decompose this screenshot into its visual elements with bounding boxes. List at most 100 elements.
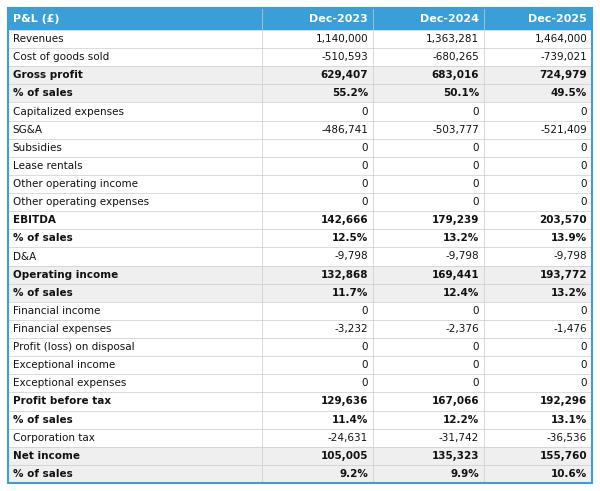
Text: SG&A: SG&A xyxy=(13,125,43,135)
Text: % of sales: % of sales xyxy=(13,88,73,98)
Text: P&L (£): P&L (£) xyxy=(13,14,59,24)
Text: 105,005: 105,005 xyxy=(320,451,368,461)
Bar xyxy=(8,30,592,48)
Text: 0: 0 xyxy=(473,379,479,388)
Bar xyxy=(8,48,592,66)
Text: 12.2%: 12.2% xyxy=(443,414,479,425)
Bar xyxy=(8,247,592,266)
Text: -1,476: -1,476 xyxy=(554,324,587,334)
Text: 203,570: 203,570 xyxy=(539,215,587,225)
Text: -510,593: -510,593 xyxy=(322,52,368,62)
Bar xyxy=(8,266,592,284)
Bar xyxy=(8,8,592,30)
Bar xyxy=(8,103,592,121)
Text: 13.2%: 13.2% xyxy=(443,233,479,244)
Bar xyxy=(8,84,592,103)
Bar xyxy=(8,284,592,302)
Text: 0: 0 xyxy=(362,107,368,116)
Text: Subsidies: Subsidies xyxy=(13,143,62,153)
Text: 0: 0 xyxy=(362,360,368,370)
Bar xyxy=(8,229,592,247)
Text: 1,464,000: 1,464,000 xyxy=(535,34,587,44)
Text: Other operating expenses: Other operating expenses xyxy=(13,197,149,207)
Text: -3,232: -3,232 xyxy=(335,324,368,334)
Text: Financial income: Financial income xyxy=(13,306,100,316)
Text: Profit (loss) on disposal: Profit (loss) on disposal xyxy=(13,342,134,352)
Text: 0: 0 xyxy=(581,342,587,352)
Text: 0: 0 xyxy=(581,179,587,189)
Bar xyxy=(8,392,592,410)
Text: 0: 0 xyxy=(581,360,587,370)
Text: 11.4%: 11.4% xyxy=(332,414,368,425)
Bar xyxy=(8,121,592,139)
Text: 0: 0 xyxy=(581,161,587,171)
Text: 0: 0 xyxy=(362,379,368,388)
Text: 0: 0 xyxy=(581,379,587,388)
Text: Revenues: Revenues xyxy=(13,34,64,44)
Bar xyxy=(8,175,592,193)
Text: 0: 0 xyxy=(473,143,479,153)
Text: 142,666: 142,666 xyxy=(320,215,368,225)
Text: Corporation tax: Corporation tax xyxy=(13,433,95,443)
Text: 13.1%: 13.1% xyxy=(551,414,587,425)
Text: -31,742: -31,742 xyxy=(439,433,479,443)
Text: EBITDA: EBITDA xyxy=(13,215,56,225)
Text: 0: 0 xyxy=(362,161,368,171)
Text: 169,441: 169,441 xyxy=(431,270,479,279)
Text: 0: 0 xyxy=(581,306,587,316)
Text: Dec-2025: Dec-2025 xyxy=(529,14,587,24)
Text: Exceptional expenses: Exceptional expenses xyxy=(13,379,126,388)
Text: -24,631: -24,631 xyxy=(328,433,368,443)
Text: Cost of goods sold: Cost of goods sold xyxy=(13,52,109,62)
Text: 0: 0 xyxy=(362,306,368,316)
Text: 12.4%: 12.4% xyxy=(443,288,479,298)
Text: 0: 0 xyxy=(473,197,479,207)
Text: 0: 0 xyxy=(581,143,587,153)
Text: % of sales: % of sales xyxy=(13,414,73,425)
Text: 13.2%: 13.2% xyxy=(551,288,587,298)
Text: 192,296: 192,296 xyxy=(540,396,587,407)
Text: % of sales: % of sales xyxy=(13,469,73,479)
Text: -503,777: -503,777 xyxy=(433,125,479,135)
Text: Lease rentals: Lease rentals xyxy=(13,161,82,171)
Text: -680,265: -680,265 xyxy=(433,52,479,62)
Text: Net income: Net income xyxy=(13,451,80,461)
Text: 0: 0 xyxy=(362,342,368,352)
Bar xyxy=(8,302,592,320)
Text: 629,407: 629,407 xyxy=(320,70,368,81)
Text: -2,376: -2,376 xyxy=(446,324,479,334)
Bar xyxy=(8,465,592,483)
Text: Financial expenses: Financial expenses xyxy=(13,324,112,334)
Text: 724,979: 724,979 xyxy=(539,70,587,81)
Bar xyxy=(8,338,592,356)
Text: -9,798: -9,798 xyxy=(554,251,587,262)
Text: % of sales: % of sales xyxy=(13,233,73,244)
Text: 9.2%: 9.2% xyxy=(340,469,368,479)
Text: 0: 0 xyxy=(473,342,479,352)
Text: 193,772: 193,772 xyxy=(539,270,587,279)
Text: 135,323: 135,323 xyxy=(431,451,479,461)
Text: 13.9%: 13.9% xyxy=(551,233,587,244)
Text: -521,409: -521,409 xyxy=(541,125,587,135)
Bar xyxy=(8,211,592,229)
Text: Gross profit: Gross profit xyxy=(13,70,83,81)
Text: 0: 0 xyxy=(473,179,479,189)
Text: D&A: D&A xyxy=(13,251,36,262)
Bar xyxy=(8,320,592,338)
Text: Operating income: Operating income xyxy=(13,270,118,279)
Text: Capitalized expenses: Capitalized expenses xyxy=(13,107,124,116)
Text: Exceptional income: Exceptional income xyxy=(13,360,115,370)
Text: 0: 0 xyxy=(473,161,479,171)
Bar xyxy=(8,157,592,175)
Text: -36,536: -36,536 xyxy=(547,433,587,443)
Text: 49.5%: 49.5% xyxy=(551,88,587,98)
Text: 9.9%: 9.9% xyxy=(451,469,479,479)
Text: 11.7%: 11.7% xyxy=(332,288,368,298)
Text: 167,066: 167,066 xyxy=(431,396,479,407)
Text: 0: 0 xyxy=(362,197,368,207)
Text: Profit before tax: Profit before tax xyxy=(13,396,111,407)
Text: 55.2%: 55.2% xyxy=(332,88,368,98)
Text: Other operating income: Other operating income xyxy=(13,179,138,189)
Text: 1,363,281: 1,363,281 xyxy=(426,34,479,44)
Text: 155,760: 155,760 xyxy=(539,451,587,461)
